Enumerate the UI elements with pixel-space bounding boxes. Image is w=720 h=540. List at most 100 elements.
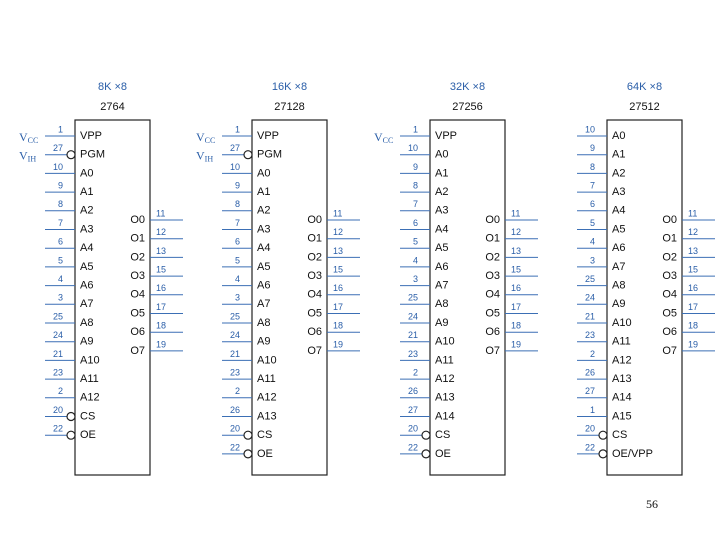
pin-label: O6 (130, 326, 145, 338)
pin-number: 3 (590, 255, 595, 265)
pin-label: A0 (612, 130, 625, 142)
pin-number: 6 (413, 218, 418, 228)
pin-label: A5 (80, 261, 93, 273)
pin-number: 4 (413, 255, 418, 265)
pin-label: O3 (662, 270, 677, 282)
pin-label: O4 (130, 289, 145, 301)
pin-label: VPP (435, 130, 457, 142)
pin-label: A13 (612, 373, 632, 385)
pin-label: A12 (257, 392, 277, 404)
pin-number: 25 (408, 293, 418, 303)
pin-number: 21 (585, 311, 595, 321)
pin-label: O0 (662, 214, 677, 226)
pin-number: 7 (58, 218, 63, 228)
pin-label: CS (80, 410, 95, 422)
pin-number: 22 (230, 442, 240, 452)
pin-label: A0 (80, 167, 93, 179)
pin-number: 5 (58, 255, 63, 265)
inversion-bubble (598, 430, 608, 440)
pin-label: O5 (485, 307, 500, 319)
pin-number: 27 (585, 386, 595, 396)
supply-sub: IH (205, 155, 214, 164)
pin-number: 4 (58, 274, 63, 284)
supply-sub: CC (383, 136, 394, 145)
pin-label: A3 (80, 223, 93, 235)
pin-label: O1 (485, 233, 500, 245)
pin-label: OE (435, 448, 451, 460)
pin-label: A7 (257, 298, 270, 310)
pin-number: 1 (58, 124, 63, 134)
pin-label: A14 (435, 410, 455, 422)
chip-body (606, 119, 683, 476)
pin-label: A7 (612, 261, 625, 273)
pin-label: O6 (662, 326, 677, 338)
pin-number: 15 (156, 264, 166, 274)
pin-label: O4 (307, 289, 322, 301)
pin-label: A5 (612, 223, 625, 235)
pin-label: A3 (435, 205, 448, 217)
pin-label: A8 (612, 280, 625, 292)
pin-number: 25 (53, 311, 63, 321)
pin-label: O6 (307, 326, 322, 338)
pin-label: A2 (435, 186, 448, 198)
pin-number: 17 (688, 302, 698, 312)
pin-label: O1 (307, 233, 322, 245)
pin-number: 8 (235, 199, 240, 209)
pin-number: 6 (235, 237, 240, 247)
inversion-bubble (243, 150, 253, 160)
pin-label: O3 (130, 270, 145, 282)
pin-number: 16 (511, 283, 521, 293)
inversion-bubble (598, 449, 608, 459)
pin-number: 13 (156, 246, 166, 256)
pin-number: 1 (235, 124, 240, 134)
inversion-bubble (66, 411, 76, 422)
pin-label: O7 (307, 345, 322, 357)
pin-label: O4 (662, 289, 677, 301)
chip-body (74, 119, 151, 476)
supply-sub: IH (28, 155, 37, 164)
pin-number: 7 (235, 218, 240, 228)
pin-label: A3 (257, 223, 270, 235)
chip-body (251, 119, 328, 476)
pin-number: 17 (156, 302, 166, 312)
pin-number: 5 (413, 237, 418, 247)
pin-label: A13 (435, 392, 455, 404)
pin-number: 21 (230, 349, 240, 359)
pin-label: A11 (612, 336, 631, 348)
pin-number: 15 (511, 264, 521, 274)
pin-number: 15 (688, 264, 698, 274)
pin-number: 3 (58, 293, 63, 303)
supply-label: VIH (196, 148, 213, 163)
pin-label: O3 (485, 270, 500, 282)
pin-number: 19 (156, 339, 166, 349)
pin-number: 22 (53, 424, 63, 434)
pin-number: 9 (590, 143, 595, 153)
pin-number: 23 (585, 330, 595, 340)
pin-label: CS (612, 429, 627, 441)
pin-label: A9 (435, 317, 448, 329)
pin-label: PGM (80, 149, 105, 161)
pin-number: 2 (235, 386, 240, 396)
pin-number: 5 (235, 255, 240, 265)
chip-size: 8K ×8 (98, 81, 127, 93)
pin-number: 3 (413, 274, 418, 284)
pin-label: VPP (257, 130, 279, 142)
pin-number: 13 (688, 246, 698, 256)
supply-main: V (196, 130, 205, 144)
pin-label: O7 (662, 345, 677, 357)
pin-number: 27 (408, 405, 418, 415)
pin-number: 17 (511, 302, 521, 312)
pin-number: 26 (585, 367, 595, 377)
chip-name: 27256 (452, 101, 483, 113)
pin-label: O1 (130, 233, 145, 245)
pin-label: VPP (80, 130, 102, 142)
pin-number: 17 (333, 302, 343, 312)
pin-number: 23 (53, 367, 63, 377)
pin-number: 18 (333, 321, 343, 331)
pin-label: O4 (485, 289, 500, 301)
inversion-bubble (243, 449, 253, 459)
pin-label: A15 (612, 410, 632, 422)
pin-number: 21 (53, 349, 63, 359)
pin-label: O6 (485, 326, 500, 338)
